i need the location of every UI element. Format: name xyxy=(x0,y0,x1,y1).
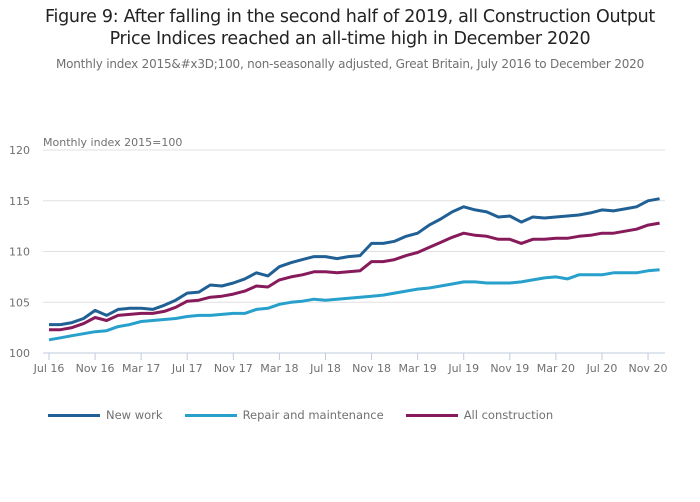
y-axis-title: Monthly index 2015=100 xyxy=(43,136,182,149)
legend-swatch-new-work xyxy=(48,413,100,417)
y-tick-label: 100 xyxy=(9,347,30,360)
x-tick-label: Jul 16 xyxy=(33,362,65,375)
series-line-all-construction xyxy=(49,221,660,332)
legend-label-all-construction: All construction xyxy=(463,408,554,422)
x-tick-label: Jul 19 xyxy=(447,362,479,375)
legend-item-repair-and-maintenance: Repair and maintenance xyxy=(184,408,384,422)
x-axis: Jul 16 Nov 16 Mar 17 Jul 17 Nov 17 Mar 18 Jul … xyxy=(33,352,668,375)
y-axis: 100 105 110 115 120 xyxy=(9,144,30,360)
chart-title-line-2: Price Indices reached an all-time high i… xyxy=(109,29,591,49)
gridlines xyxy=(43,149,665,303)
x-tick-label: Nov 16 xyxy=(76,362,115,375)
series-line-new-work xyxy=(49,197,660,327)
x-tick-label: Mar 20 xyxy=(537,362,575,375)
series-lines xyxy=(48,197,660,342)
legend-item-all-construction: All construction xyxy=(405,408,554,422)
legend-item-new-work: New work xyxy=(48,408,163,422)
legend-label-new-work: New work xyxy=(106,408,163,422)
y-tick-label: 110 xyxy=(9,246,30,259)
x-tick-label: Jul 18 xyxy=(309,362,341,375)
legend: New work Repair and maintenance All cons… xyxy=(48,408,575,422)
y-tick-label: 115 xyxy=(9,195,30,208)
y-tick-label: 120 xyxy=(9,144,30,157)
series-line-repair-and-maintenance xyxy=(48,268,660,342)
x-tick-label: Nov 17 xyxy=(214,362,253,375)
x-tick-label: Jul 17 xyxy=(171,362,203,375)
x-tick-label: Mar 18 xyxy=(260,362,298,375)
chart-title: Figure 9: After falling in the second ha… xyxy=(0,6,700,50)
chart-title-line-1: Figure 9: After falling in the second ha… xyxy=(45,7,655,27)
legend-label-repair-and-maintenance: Repair and maintenance xyxy=(242,408,384,422)
chart-subtitle: Monthly index 2015&#x3D;100, non-seasona… xyxy=(55,57,645,71)
x-tick-label: Mar 19 xyxy=(399,362,437,375)
x-tick-label: Mar 17 xyxy=(122,362,160,375)
x-tick-label: Nov 20 xyxy=(629,362,668,375)
legend-swatch-repair-and-maintenance xyxy=(184,413,237,417)
x-tick-label: Nov 18 xyxy=(352,362,391,375)
y-tick-label: 105 xyxy=(9,296,30,309)
x-tick-label: Jul 20 xyxy=(586,362,618,375)
x-tick-label: Nov 19 xyxy=(490,362,529,375)
legend-swatch-all-construction xyxy=(405,413,458,417)
